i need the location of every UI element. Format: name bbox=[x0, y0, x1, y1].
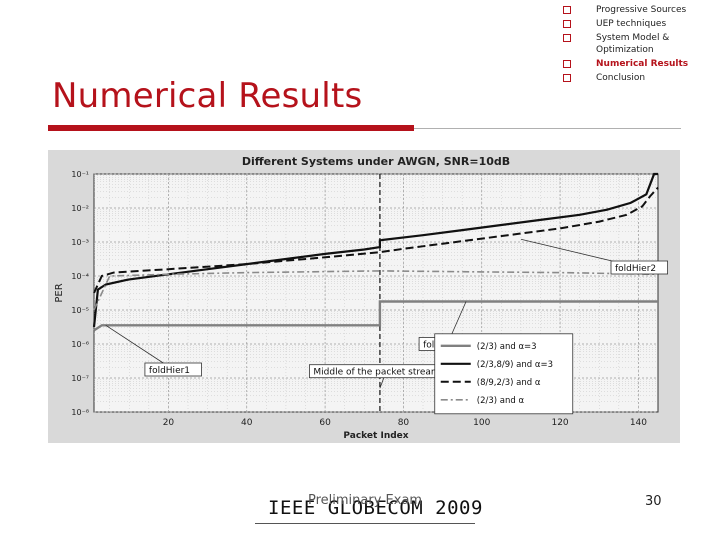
checkbox-icon bbox=[563, 20, 571, 28]
annotation-box bbox=[610, 260, 668, 275]
title-accent-bar bbox=[48, 125, 414, 131]
y-tick-label: 10⁻³ bbox=[71, 238, 89, 247]
outline-nav: Progressive Sources UEP techniques Syste… bbox=[563, 4, 713, 86]
x-tick-label: 80 bbox=[398, 418, 410, 428]
x-tick-label: 40 bbox=[241, 418, 253, 428]
y-tick-label: 10⁻⁸ bbox=[71, 408, 89, 417]
outline-item-system-model[interactable]: System Model & Optimization bbox=[563, 32, 713, 56]
checkbox-icon bbox=[563, 6, 571, 14]
x-axis-label: Packet Index bbox=[343, 431, 408, 441]
series-line-0 bbox=[93, 300, 658, 332]
x-tick-label: 120 bbox=[551, 418, 568, 428]
series-line-1 bbox=[92, 172, 658, 328]
annotation-arrow bbox=[105, 324, 174, 370]
y-tick-label: 10⁻⁷ bbox=[71, 374, 89, 383]
footer-divider bbox=[255, 523, 475, 524]
series-line-3 bbox=[93, 270, 659, 311]
footer-conference: IEEE GLOBECOM 2009 bbox=[268, 497, 483, 519]
annotation-label-middle: Middle of the packet stream bbox=[313, 368, 439, 378]
per-chart: 10⁻¹ 10⁻² 10⁻³ 10⁻⁴ 10⁻⁵ 10⁻⁶ 10⁻⁷ 10⁻⁸ 20 40 60 80… bbox=[54, 155, 668, 441]
legend-label: (8/9,2/3) and α bbox=[477, 378, 541, 388]
y-axis-label: PER bbox=[54, 283, 65, 302]
chart-frame: 10⁻¹ 10⁻² 10⁻³ 10⁻⁴ 10⁻⁵ 10⁻⁶ 10⁻⁷ 10⁻⁸ 20 40 60 80… bbox=[48, 150, 680, 443]
x-tick-label: 140 bbox=[630, 418, 647, 428]
outline-item-uep-techniques[interactable]: UEP techniques bbox=[563, 18, 713, 30]
slide-title: Numerical Results bbox=[52, 76, 363, 116]
checkbox-icon bbox=[563, 60, 571, 68]
outline-item-numerical-results[interactable]: Numerical Results bbox=[563, 58, 713, 70]
x-tick-label: 100 bbox=[473, 418, 490, 428]
checkbox-icon bbox=[563, 74, 571, 82]
outline-item-conclusion[interactable]: Conclusion bbox=[563, 72, 713, 84]
legend-label: (2/3) and α=3 bbox=[477, 342, 537, 352]
legend-label: (2/3,8/9) and α=3 bbox=[477, 360, 553, 370]
checkbox-icon bbox=[563, 34, 571, 42]
annotation-label-hier2: foldHier2 bbox=[615, 264, 656, 274]
x-tick-label: 60 bbox=[319, 418, 331, 428]
y-tick-label: 10⁻⁴ bbox=[71, 272, 89, 281]
outline-item-progressive-sources[interactable]: Progressive Sources bbox=[563, 4, 713, 16]
y-tick-label: 10⁻¹ bbox=[71, 170, 89, 179]
y-tick-label: 10⁻⁵ bbox=[71, 306, 89, 315]
annotation-label-hier1: foldHier1 bbox=[149, 366, 190, 376]
legend-label: (2/3) and α bbox=[477, 396, 525, 406]
series-line-2 bbox=[93, 186, 659, 294]
chart-title: Different Systems under AWGN, SNR=10dB bbox=[242, 155, 510, 168]
annotation-box bbox=[144, 362, 202, 377]
footer-overlay-text: Preliminary Exam bbox=[308, 493, 423, 508]
y-tick-label: 10⁻² bbox=[71, 204, 89, 213]
x-tick-label: 20 bbox=[163, 418, 175, 428]
page-number: 30 bbox=[645, 494, 662, 509]
y-tick-label: 10⁻⁶ bbox=[71, 340, 89, 349]
